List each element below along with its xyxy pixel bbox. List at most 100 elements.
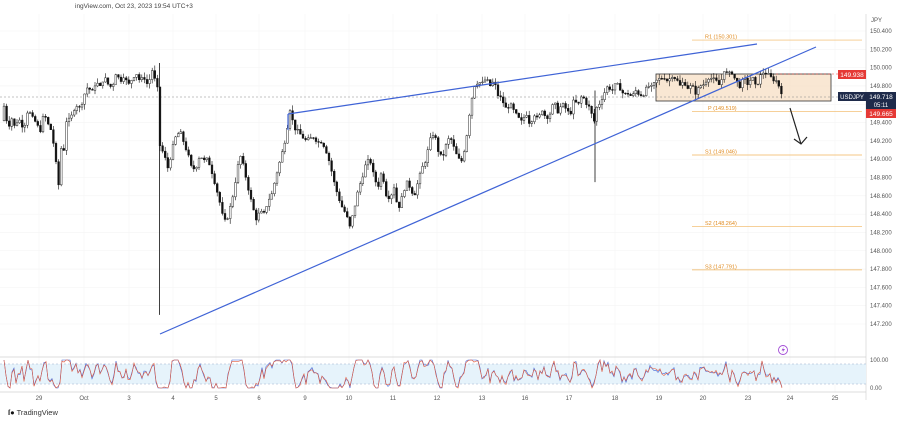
candle-body — [73, 110, 76, 116]
candle-body — [720, 79, 723, 85]
candle-body — [109, 83, 112, 87]
candle-body — [746, 77, 749, 85]
candle-body — [437, 137, 440, 152]
y-tick-label: 149.800 — [870, 84, 892, 90]
candle-body — [502, 96, 505, 104]
candle-body — [112, 84, 115, 87]
candle-body — [517, 112, 520, 118]
candle-body — [312, 137, 315, 139]
candle-body — [229, 206, 232, 219]
candle-body — [691, 85, 695, 87]
candle-body — [496, 84, 500, 96]
candle-body — [96, 82, 99, 87]
candle-body — [13, 118, 16, 126]
last-price-badge: 149.718 05:11 — [866, 92, 896, 110]
wedge-lower-trendline[interactable] — [159, 46, 817, 335]
rsi-line-red — [3, 359, 783, 389]
candle-body — [426, 149, 429, 163]
candle-body — [221, 202, 224, 214]
candle-body — [686, 85, 689, 89]
candle-body — [309, 137, 312, 139]
lightning-event-icon[interactable] — [778, 345, 788, 355]
y-tick-label: 150.400 — [870, 29, 892, 35]
candle-body — [192, 165, 195, 170]
candle-body — [652, 82, 656, 86]
bearish-arrow-icon[interactable] — [789, 107, 808, 145]
rsi-pane: 100.00 0.00 — [0, 358, 889, 392]
candle-body — [39, 125, 42, 133]
candle-body — [361, 176, 364, 184]
candle-body — [546, 115, 549, 119]
candle-body — [119, 76, 123, 82]
candle-body — [431, 135, 435, 139]
candle-body — [460, 158, 463, 162]
y-tick-label: 150.000 — [870, 66, 892, 72]
y-tick-label: 149.000 — [870, 157, 892, 163]
candle-body — [242, 156, 245, 164]
candle-body — [114, 74, 117, 85]
candle-body — [203, 157, 206, 161]
candle-body — [291, 110, 294, 121]
candle-body — [197, 158, 201, 168]
candle-body — [21, 119, 24, 128]
candle-body — [34, 116, 37, 122]
candle-body — [697, 87, 700, 95]
candle-body — [538, 114, 541, 118]
candle-body — [595, 107, 598, 122]
candle-body — [346, 211, 349, 218]
candle-body — [759, 74, 762, 85]
candle-body — [671, 77, 674, 79]
candle-body — [707, 79, 710, 83]
candle-body — [444, 144, 448, 156]
candle-body — [405, 180, 409, 191]
candle-body — [187, 149, 190, 156]
upper-price-value: 149.938 — [840, 72, 864, 79]
x-tick-label: 10 — [346, 396, 353, 402]
candle-body — [772, 76, 775, 82]
candle-body — [650, 85, 653, 87]
pivot-label: P (149.519) — [708, 106, 737, 112]
candlestick-series — [2, 63, 783, 315]
currency-label: JPY — [871, 18, 882, 24]
candle-body — [268, 198, 271, 207]
candle-body — [190, 154, 193, 166]
candle-body — [226, 218, 229, 220]
candle-body — [356, 191, 359, 207]
candle-body — [749, 80, 752, 85]
candle-body — [509, 103, 513, 109]
candle-body — [769, 73, 773, 77]
candle-body — [429, 137, 432, 150]
candle-body — [340, 200, 344, 208]
candle-body — [377, 181, 380, 187]
candle-body — [369, 159, 372, 164]
rsi-tick-label: 100.00 — [870, 358, 889, 364]
candle-body — [663, 78, 666, 80]
upper-price-badge: 149.938 — [838, 70, 866, 79]
candle-body — [780, 85, 783, 95]
candle-body — [577, 101, 580, 104]
candle-body — [67, 117, 71, 123]
candle-body — [738, 81, 741, 89]
candle-body — [54, 143, 58, 162]
candle-body — [23, 124, 26, 128]
x-tick-label: 11 — [390, 396, 397, 402]
wedge-upper-trendline[interactable] — [287, 43, 758, 115]
tradingview-logo-icon: ſ● — [8, 408, 15, 417]
candle-body — [255, 209, 258, 221]
rsi-tick-label: 0.00 — [870, 386, 882, 392]
x-tick-label: 13 — [479, 396, 486, 402]
candle-body — [689, 85, 692, 89]
candle-body — [385, 181, 388, 197]
last-price-value: 149.718 — [869, 94, 893, 101]
candle-body — [775, 80, 778, 82]
candle-body — [712, 77, 715, 79]
candle-body — [382, 173, 385, 182]
candle-body — [174, 136, 177, 145]
candle-body — [213, 173, 216, 184]
candle-body — [561, 103, 565, 108]
candle-body — [210, 164, 214, 174]
candle-body — [710, 78, 713, 80]
candle-body — [450, 138, 453, 140]
candle-body — [387, 195, 390, 200]
